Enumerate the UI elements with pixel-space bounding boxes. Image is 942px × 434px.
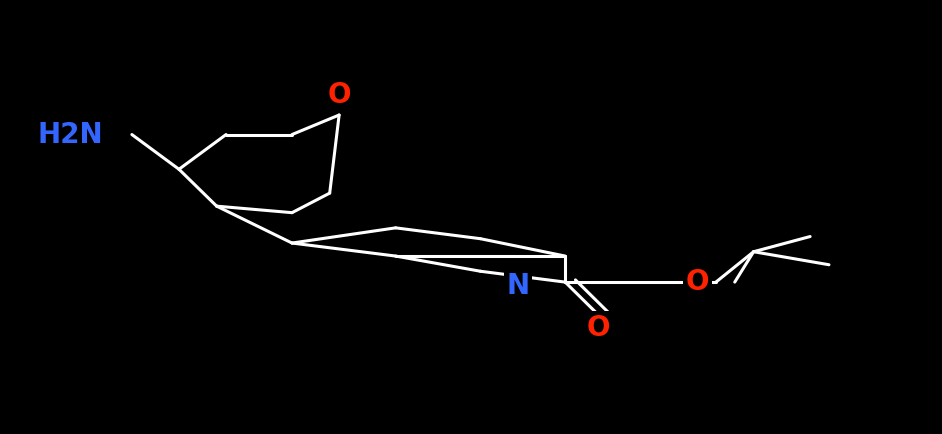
Text: O: O <box>587 314 609 342</box>
Text: O: O <box>686 268 708 296</box>
Text: H2N: H2N <box>38 121 104 148</box>
Text: O: O <box>328 82 350 109</box>
Text: N: N <box>507 273 529 300</box>
